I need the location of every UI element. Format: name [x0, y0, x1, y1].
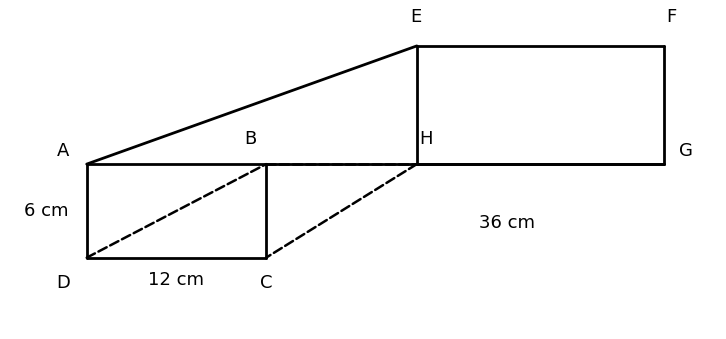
Text: C: C [260, 274, 272, 292]
Text: D: D [56, 274, 70, 292]
Text: 12 cm: 12 cm [148, 271, 205, 289]
Text: E: E [409, 8, 421, 26]
Text: F: F [666, 8, 677, 26]
Text: 6 cm: 6 cm [23, 202, 68, 220]
Text: H: H [419, 130, 433, 148]
Text: A: A [57, 142, 69, 160]
Text: G: G [679, 142, 693, 160]
Text: 36 cm: 36 cm [478, 214, 534, 232]
Text: B: B [245, 130, 257, 148]
